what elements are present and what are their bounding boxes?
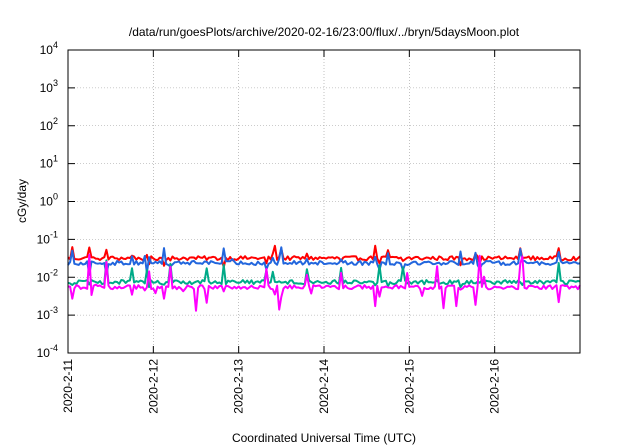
y-axis-label: cGy/day xyxy=(15,179,29,223)
x-tick-label: 2020-2-12 xyxy=(146,359,160,414)
y-tick-label: 10-4 xyxy=(37,343,58,360)
plot-frame xyxy=(67,49,581,354)
x-tick-label: 2020-2-14 xyxy=(317,359,331,414)
y-tick-label: 102 xyxy=(40,116,58,133)
series-line xyxy=(67,259,581,289)
y-tick-label: 101 xyxy=(40,154,58,171)
series-line xyxy=(67,253,581,312)
y-tick-label: 104 xyxy=(40,40,58,57)
y-tick-label: 100 xyxy=(40,192,58,209)
x-tick-label: 2020-2-16 xyxy=(488,359,502,414)
y-tick-label: 10-3 xyxy=(37,305,58,322)
x-tick-label: 2020-2-11 xyxy=(61,359,75,413)
y-tick-label: 10-1 xyxy=(37,229,58,246)
x-axis-label: Coordinated Universal Time (UTC) xyxy=(232,431,416,445)
y-tick-label: 10-2 xyxy=(37,267,58,284)
x-tick-label: 2020-2-15 xyxy=(402,359,416,414)
chart-title: /data/run/goesPlots/archive/2020-02-16/2… xyxy=(129,25,520,39)
series-line xyxy=(67,244,581,269)
series-line xyxy=(67,246,581,276)
x-tick-label: 2020-2-13 xyxy=(232,359,246,414)
y-tick-label: 103 xyxy=(40,78,58,95)
series-layer xyxy=(67,244,581,312)
ticks: 10-4 10-3 10-2 10-1 100 101 102 103 104 2020-2-11… xyxy=(37,40,580,414)
